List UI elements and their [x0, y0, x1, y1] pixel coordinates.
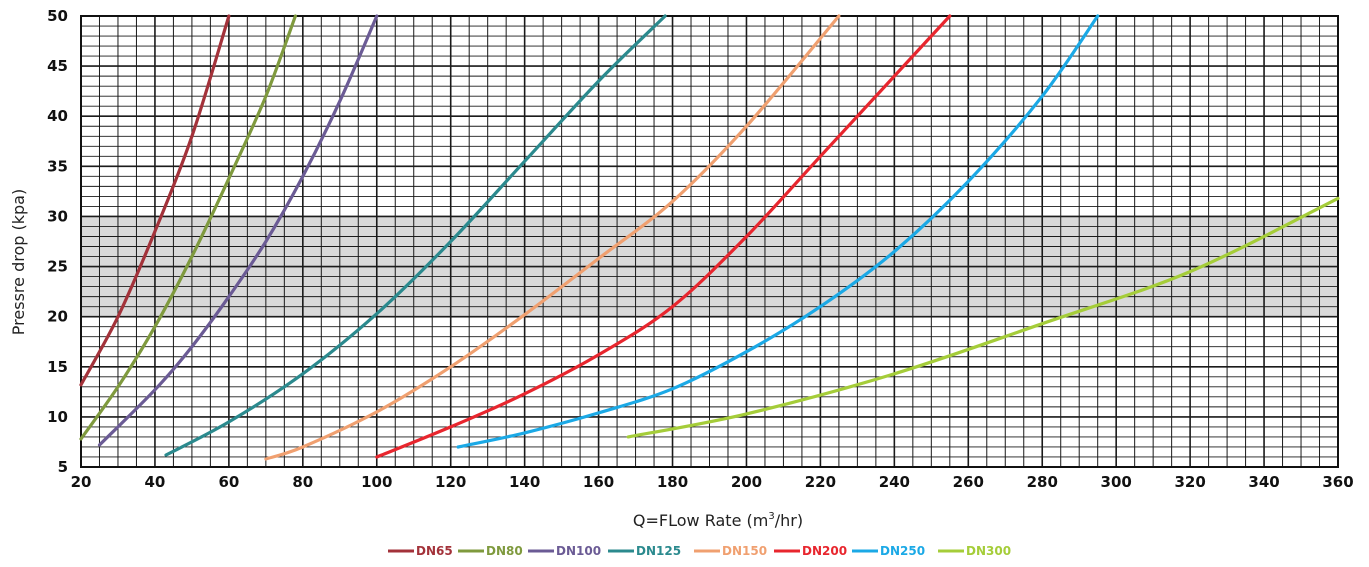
legend-label-dn150: DN150 [722, 544, 767, 558]
series-layer [79, 14, 1340, 461]
x-tick-label: 100 [361, 473, 392, 491]
legend-label-dn250: DN250 [880, 544, 925, 558]
series-line-dn150 [264, 14, 841, 461]
legend-label-dn125: DN125 [636, 544, 681, 558]
y-tick-label: 5 [58, 458, 68, 476]
x-tick-label: 80 [292, 473, 313, 491]
series-line-dn300 [626, 196, 1340, 439]
series-line-dn65 [79, 14, 231, 387]
x-axis-title: Q=FLow Rate (m3/hr) [633, 511, 803, 530]
x-tick-label: 60 [218, 473, 239, 491]
tick-label-layer: 20 40 60 80 100 120 140 160 180 200 220 240 260 280 30… [47, 7, 1354, 491]
y-tick-label: 20 [47, 308, 68, 326]
x-tick-label: 240 [879, 473, 910, 491]
x-tick-label: 40 [145, 473, 166, 491]
legend-label-dn80: DN80 [486, 544, 523, 558]
legend: DN65 DN80 DN100 DN125 DN150 DN200 DN250 DN300 [388, 544, 1011, 558]
y-tick-label: 50 [47, 7, 68, 25]
y-tick-label: 25 [47, 258, 68, 276]
legend-label-dn65: DN65 [416, 544, 453, 558]
x-tick-label: 280 [1027, 473, 1058, 491]
legend-label-dn200: DN200 [802, 544, 847, 558]
y-tick-label: 40 [47, 107, 68, 125]
y-axis-title: Pressre drop (kpa) [9, 189, 28, 335]
y-tick-label: 30 [47, 207, 68, 225]
legend-label-dn100: DN100 [556, 544, 601, 558]
x-tick-label: 20 [71, 473, 92, 491]
x-tick-label: 180 [657, 473, 688, 491]
legend-label-dn300: DN300 [966, 544, 1011, 558]
series-line-dn125 [164, 14, 667, 457]
x-tick-label: 260 [953, 473, 984, 491]
y-tick-label: 15 [47, 358, 68, 376]
x-tick-label: 120 [435, 473, 466, 491]
x-tick-label: 340 [1248, 473, 1279, 491]
y-tick-label: 45 [47, 57, 68, 75]
series-line-dn250 [456, 14, 1100, 449]
y-tick-label: 35 [47, 157, 68, 175]
series-line-dn200 [375, 14, 952, 459]
plot-frame [80, 15, 1339, 468]
x-tick-label: 140 [509, 473, 540, 491]
grid-layer [80, 15, 1339, 468]
series-line-dn80 [79, 14, 297, 441]
x-tick-label: 220 [805, 473, 836, 491]
x-tick-label: 300 [1101, 473, 1132, 491]
x-tick-label: 320 [1174, 473, 1205, 491]
x-tick-label: 160 [583, 473, 614, 491]
y-tick-label: 10 [47, 408, 68, 426]
series-line-dn100 [97, 14, 379, 447]
x-tick-label: 360 [1322, 473, 1353, 491]
x-tick-label: 200 [731, 473, 762, 491]
